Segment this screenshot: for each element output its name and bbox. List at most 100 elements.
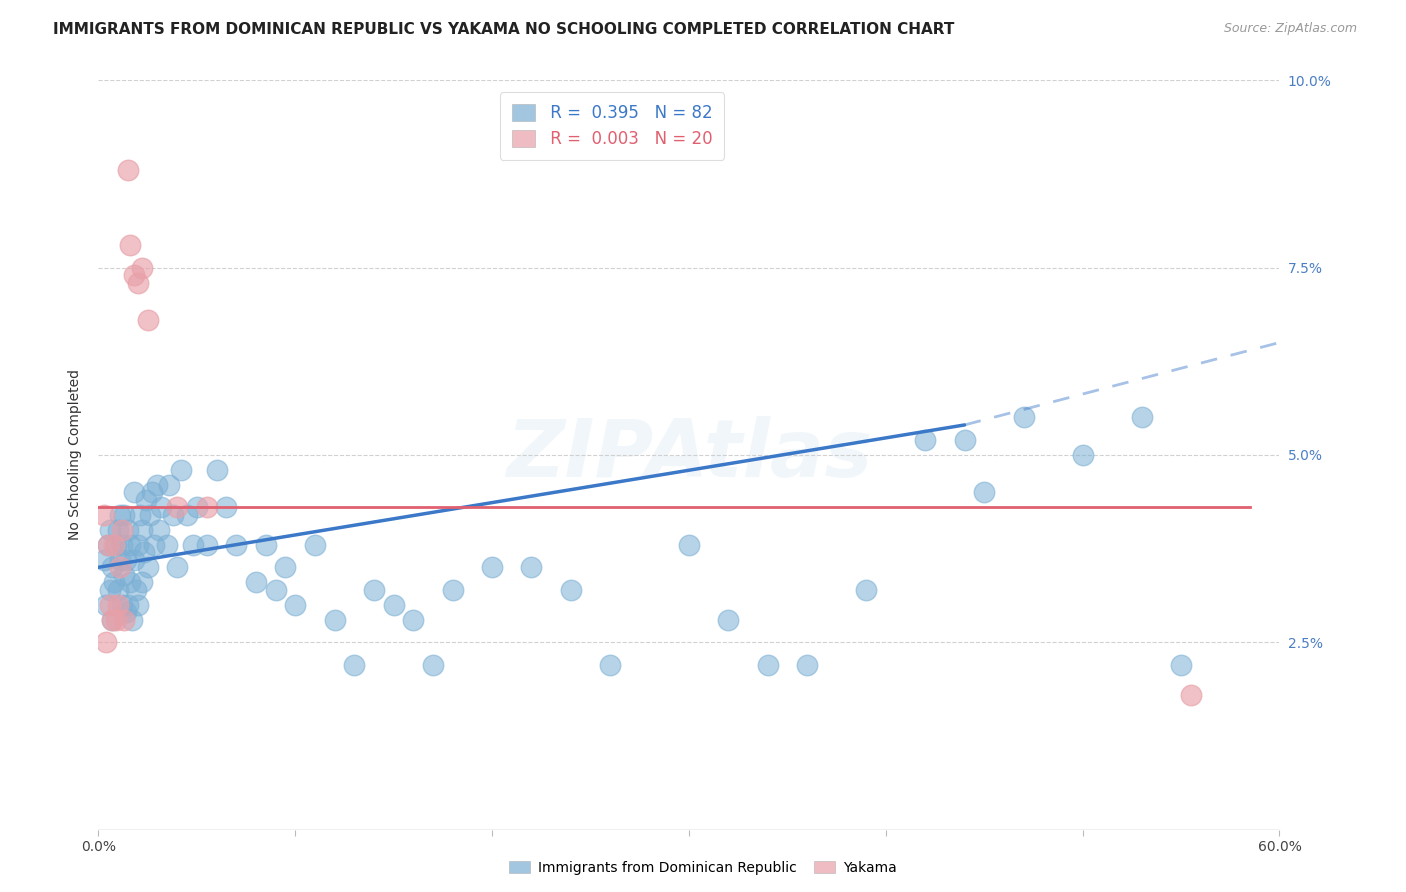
Y-axis label: No Schooling Completed: No Schooling Completed: [69, 369, 83, 541]
Point: [953, 433, 976, 447]
Point: [131, 523, 153, 537]
Point: [560, 582, 582, 597]
Point: [1180, 688, 1202, 702]
Point: [117, 163, 139, 178]
Point: [112, 613, 135, 627]
Point: [111, 523, 134, 537]
Point: [136, 313, 159, 327]
Point: [195, 500, 218, 515]
Legend: Immigrants from Dominican Republic, Yakama: Immigrants from Dominican Republic, Yaka…: [503, 855, 903, 880]
Point: [98, 582, 121, 597]
Point: [105, 538, 128, 552]
Point: [108, 560, 131, 574]
Point: [422, 657, 444, 672]
Point: [135, 492, 157, 507]
Point: [215, 500, 238, 515]
Point: [118, 575, 141, 590]
Point: [136, 560, 159, 574]
Point: [363, 582, 385, 597]
Point: [382, 598, 405, 612]
Point: [97, 538, 120, 552]
Point: [195, 538, 218, 552]
Point: [115, 605, 138, 619]
Point: [225, 538, 247, 552]
Point: [245, 575, 267, 590]
Point: [441, 582, 464, 597]
Point: [108, 508, 131, 522]
Point: [756, 657, 779, 672]
Text: ZIPAtlas: ZIPAtlas: [506, 416, 872, 494]
Point: [520, 560, 543, 574]
Point: [108, 553, 131, 567]
Point: [855, 582, 877, 597]
Point: [107, 523, 129, 537]
Point: [101, 613, 124, 627]
Point: [98, 523, 121, 537]
Point: [138, 508, 160, 522]
Point: [150, 500, 173, 515]
Point: [122, 553, 145, 567]
Point: [157, 478, 180, 492]
Point: [146, 478, 169, 492]
Point: [678, 538, 700, 552]
Point: [166, 500, 188, 515]
Point: [122, 268, 145, 282]
Point: [117, 523, 139, 537]
Point: [112, 567, 135, 582]
Point: [205, 463, 228, 477]
Point: [914, 433, 936, 447]
Point: [717, 613, 740, 627]
Point: [1170, 657, 1192, 672]
Point: [101, 560, 124, 574]
Point: [254, 538, 277, 552]
Point: [402, 613, 425, 627]
Point: [97, 538, 120, 552]
Point: [156, 538, 179, 552]
Point: [122, 485, 145, 500]
Point: [111, 538, 134, 552]
Point: [127, 276, 149, 290]
Point: [103, 575, 125, 590]
Point: [973, 485, 995, 500]
Point: [796, 657, 818, 672]
Point: [284, 598, 307, 612]
Point: [304, 538, 326, 552]
Point: [128, 508, 150, 522]
Point: [105, 613, 128, 627]
Point: [107, 598, 129, 612]
Point: [111, 598, 134, 612]
Point: [121, 613, 143, 627]
Point: [274, 560, 297, 574]
Point: [1130, 410, 1153, 425]
Point: [101, 613, 124, 627]
Point: [127, 598, 149, 612]
Point: [112, 508, 135, 522]
Point: [103, 538, 125, 552]
Point: [1071, 448, 1094, 462]
Point: [131, 260, 153, 275]
Point: [481, 560, 503, 574]
Point: [96, 598, 118, 612]
Point: [186, 500, 208, 515]
Point: [118, 538, 141, 552]
Point: [107, 582, 129, 597]
Point: [141, 485, 163, 500]
Point: [115, 553, 138, 567]
Point: [127, 538, 149, 552]
Point: [117, 598, 139, 612]
Point: [599, 657, 621, 672]
Point: [98, 598, 121, 612]
Point: [162, 508, 184, 522]
Point: [166, 560, 188, 574]
Point: [93, 508, 115, 522]
Point: [93, 553, 115, 567]
Point: [96, 635, 118, 649]
Point: [142, 538, 165, 552]
Point: [264, 582, 287, 597]
Point: [323, 613, 346, 627]
Point: [148, 523, 170, 537]
Point: [170, 463, 193, 477]
Point: [132, 545, 155, 559]
Text: IMMIGRANTS FROM DOMINICAN REPUBLIC VS YAKAMA NO SCHOOLING COMPLETED CORRELATION : IMMIGRANTS FROM DOMINICAN REPUBLIC VS YA…: [53, 22, 955, 37]
Point: [176, 508, 198, 522]
